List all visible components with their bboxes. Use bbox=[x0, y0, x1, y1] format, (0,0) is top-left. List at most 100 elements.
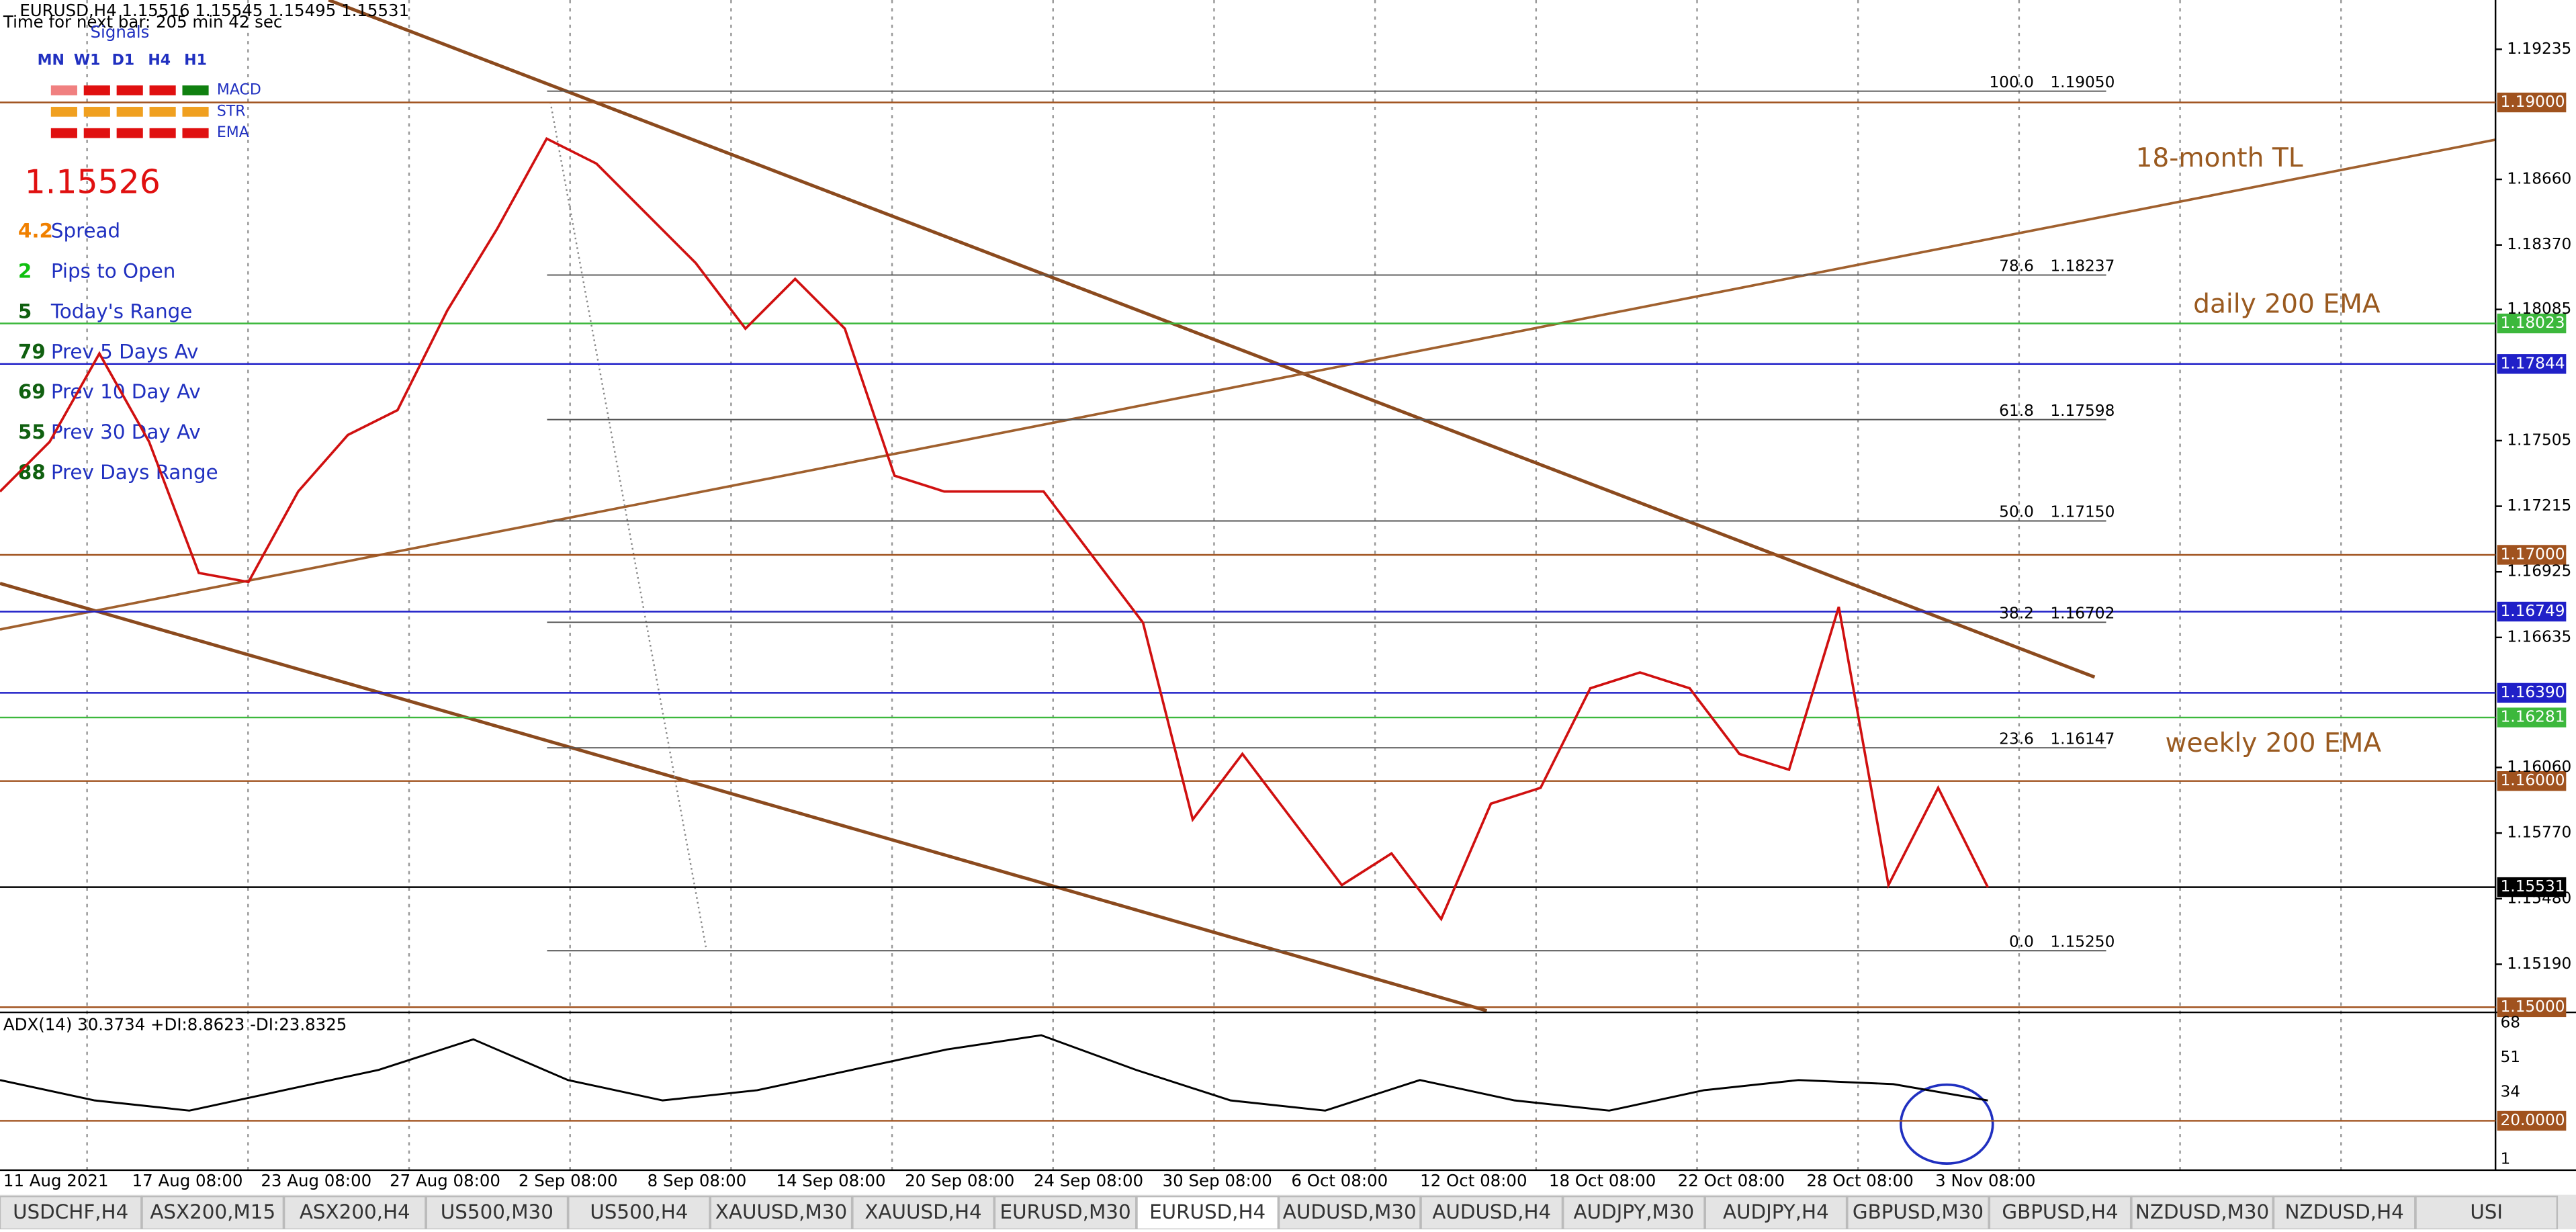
signal-box bbox=[83, 85, 110, 95]
fib-price: 1.18237 bbox=[2050, 257, 2115, 275]
stat-label: Prev Days Range bbox=[51, 461, 218, 484]
stat-value: 55 bbox=[18, 421, 46, 443]
signal-box bbox=[83, 107, 110, 117]
signal-box bbox=[149, 107, 176, 117]
x-tick-label: 24 Sep 08:00 bbox=[1034, 1171, 1143, 1190]
y-tick-label: 1.15770 bbox=[2507, 824, 2571, 842]
bid: 1.15526 bbox=[25, 163, 161, 202]
adx-tick-label: 51 bbox=[2500, 1048, 2520, 1066]
tab-label[interactable]: XAUUSD,M30 bbox=[715, 1200, 847, 1223]
tab-label[interactable]: US500,M30 bbox=[441, 1200, 553, 1223]
level-box bbox=[2497, 313, 2567, 334]
tab[interactable] bbox=[1988, 1195, 2132, 1231]
tab-label[interactable]: GBPUSD,H4 bbox=[2002, 1200, 2118, 1223]
y-tick-label: 1.16635 bbox=[2507, 627, 2571, 646]
fib-ratio: 38.2 bbox=[1999, 605, 2034, 623]
tab[interactable] bbox=[1136, 1195, 1280, 1231]
fib-ratio: 23.6 bbox=[1999, 730, 2034, 748]
tab-label[interactable]: GBPUSD,M30 bbox=[1853, 1200, 1984, 1223]
tab-label[interactable]: US500,H4 bbox=[590, 1200, 688, 1223]
annotation: 18-month TL bbox=[2136, 143, 2303, 173]
tab-label[interactable]: AUDUSD,M30 bbox=[1283, 1200, 1417, 1223]
tab[interactable] bbox=[141, 1195, 285, 1231]
level-box bbox=[2497, 771, 2567, 791]
signal-tf: MN bbox=[38, 52, 64, 69]
x-tick-label: 14 Sep 08:00 bbox=[776, 1171, 885, 1190]
level-label: 1.17844 bbox=[2500, 354, 2565, 372]
level-box bbox=[2497, 354, 2567, 374]
tab-label[interactable]: EURUSD,H4 bbox=[1149, 1200, 1265, 1223]
signal-tf: H4 bbox=[148, 52, 171, 69]
tab[interactable] bbox=[568, 1195, 711, 1231]
signal-row: MACD bbox=[217, 82, 261, 99]
upper-trendline bbox=[328, 0, 2096, 679]
lower-trendline bbox=[0, 582, 1488, 1012]
stat-value: 69 bbox=[18, 380, 46, 403]
y-tick-label: 1.18660 bbox=[2507, 170, 2571, 188]
tab-label[interactable]: USI bbox=[2470, 1200, 2503, 1223]
y-tick-label: 1.18085 bbox=[2507, 300, 2571, 318]
tab-label[interactable]: USDCHF,H4 bbox=[13, 1200, 128, 1223]
x-tick-label: 28 Oct 08:00 bbox=[1806, 1171, 1913, 1190]
fib-ratio: 0.0 bbox=[2009, 932, 2034, 951]
stat-label: Today's Range bbox=[50, 300, 193, 322]
stat-label: Prev 5 Days Av bbox=[51, 340, 199, 363]
y-tick-label: 1.15480 bbox=[2507, 889, 2571, 907]
level-box bbox=[2497, 545, 2567, 565]
signal-box bbox=[149, 85, 176, 95]
tab-label[interactable]: NZDUSD,H4 bbox=[2284, 1200, 2403, 1223]
stat-value: 2 bbox=[18, 259, 32, 282]
level-label: 1.16749 bbox=[2500, 602, 2565, 620]
level-box bbox=[2497, 707, 2567, 728]
x-tick-label: 17 Aug 08:00 bbox=[132, 1171, 243, 1190]
level-box bbox=[2497, 997, 2567, 1018]
price-line bbox=[0, 136, 1990, 922]
signal-box bbox=[83, 128, 110, 138]
x-tick-label: 18 Oct 08:00 bbox=[1549, 1171, 1656, 1190]
level-box bbox=[2497, 683, 2567, 703]
tab[interactable] bbox=[2415, 1195, 2559, 1231]
signal-box bbox=[50, 85, 77, 95]
tab-label[interactable]: EURUSD,M30 bbox=[1000, 1200, 1131, 1223]
tab-label[interactable]: ASX200,H4 bbox=[300, 1200, 410, 1223]
signal-box bbox=[149, 128, 176, 138]
fib-ratio: 61.8 bbox=[1999, 402, 2034, 420]
tab-label[interactable]: AUDUSD,H4 bbox=[1432, 1200, 1551, 1223]
tab[interactable] bbox=[2131, 1195, 2274, 1231]
signal-box bbox=[182, 85, 209, 95]
tab[interactable] bbox=[1420, 1195, 1564, 1231]
stat-value: 5 bbox=[18, 300, 32, 322]
tab-label[interactable]: NZDUSD,M30 bbox=[2135, 1200, 2269, 1223]
y-tick-label: 1.18370 bbox=[2507, 235, 2571, 253]
tab[interactable] bbox=[0, 1195, 142, 1231]
adx-tick-label: 34 bbox=[2500, 1083, 2520, 1101]
annotation: weekly 200 EMA bbox=[2166, 728, 2382, 758]
stat-label: Pips to Open bbox=[51, 259, 176, 282]
signals-title: Signals bbox=[91, 22, 150, 42]
fib-price: 1.16702 bbox=[2050, 605, 2115, 623]
adx-tick-label: 68 bbox=[2500, 1013, 2520, 1031]
adx-label: ADX(14) 30.3734 +DI:8.8623 -DI:23.8325 bbox=[3, 1015, 347, 1035]
x-tick-label: 8 Sep 08:00 bbox=[648, 1171, 747, 1190]
signal-row: STR bbox=[217, 103, 246, 120]
level-box bbox=[2497, 92, 2567, 113]
fib-price: 1.17598 bbox=[2050, 402, 2115, 420]
signal-box bbox=[116, 107, 143, 117]
tab[interactable] bbox=[1847, 1195, 1990, 1231]
signal-box bbox=[116, 128, 143, 138]
y-tick-label: 1.15190 bbox=[2507, 955, 2571, 973]
header: EURUSD,H4 1.15516 1.15545 1.15495 1.1553… bbox=[19, 1, 409, 20]
x-tick-label: 30 Sep 08:00 bbox=[1163, 1171, 1272, 1190]
tab-label[interactable]: ASX200,M15 bbox=[150, 1200, 275, 1223]
level-label: 1.17000 bbox=[2500, 545, 2565, 563]
highlight-circle bbox=[1899, 1083, 1994, 1165]
tab[interactable] bbox=[993, 1195, 1137, 1231]
annotation: daily 200 EMA bbox=[2193, 290, 2381, 320]
tab[interactable] bbox=[709, 1195, 853, 1231]
tab-label[interactable]: XAUUSD,H4 bbox=[864, 1200, 981, 1223]
tab-label[interactable]: AUDJPY,H4 bbox=[1723, 1200, 1829, 1223]
x-tick-label: 22 Oct 08:00 bbox=[1678, 1171, 1785, 1190]
tab[interactable] bbox=[1278, 1195, 1421, 1231]
tab-label[interactable]: AUDJPY,M30 bbox=[1573, 1200, 1694, 1223]
